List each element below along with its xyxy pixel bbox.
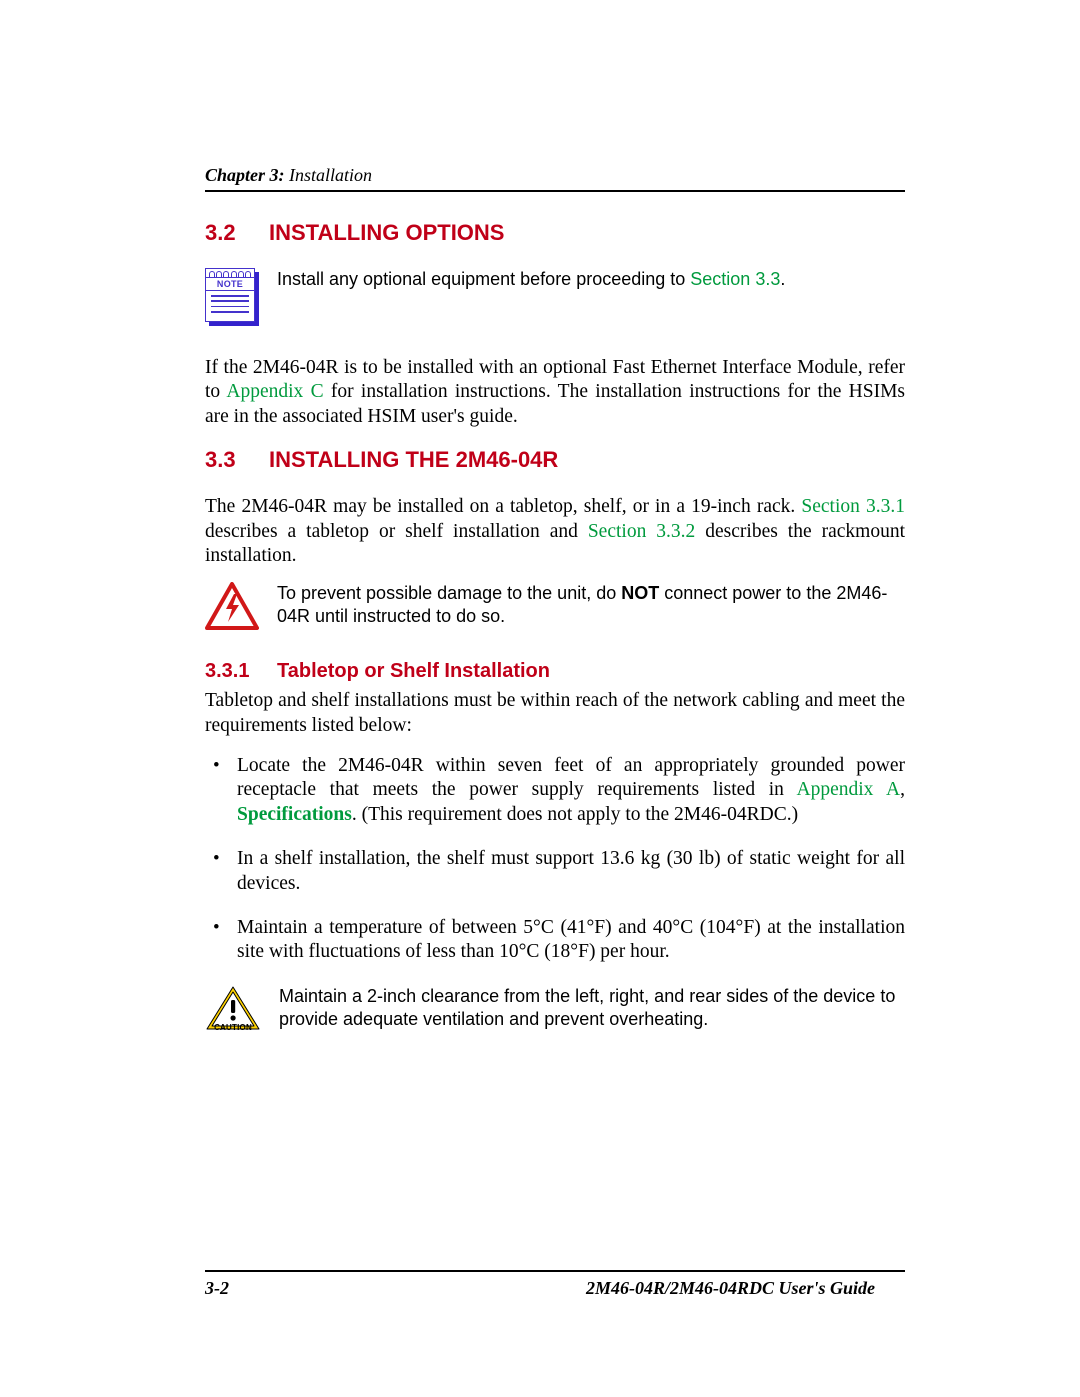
guide-title: 2M46-04R/2M46-04RDC User's Guide <box>586 1278 875 1299</box>
heading-3-2: 3.2INSTALLING OPTIONS <box>205 220 905 246</box>
running-head: Chapter 3: Installation <box>205 165 905 192</box>
note-icon: NOTE <box>205 268 259 326</box>
para-install-options: The 2M46-04R may be installed on a table… <box>205 495 905 568</box>
list-item: Maintain a temperature of between 5°C (4… <box>205 916 905 965</box>
sectitle-3-2: INSTALLING OPTIONS <box>269 220 504 245</box>
page-number: 3-2 <box>205 1278 229 1299</box>
link-appendix-a[interactable]: Appendix A <box>797 779 901 800</box>
sectitle-3-3-1: Tabletop or Shelf Installation <box>277 660 550 682</box>
list-item: Locate the 2M46-04R within seven feet of… <box>205 754 905 827</box>
caution-icon-label: CAUTION <box>205 1023 261 1032</box>
list-item: In a shelf installation, the shelf must … <box>205 847 905 896</box>
link-specifications[interactable]: Specifications <box>237 804 352 825</box>
chapter-title: Installation <box>285 165 373 185</box>
secnum-3-2: 3.2 <box>205 220 269 246</box>
link-section-3-3[interactable]: Section 3.3 <box>690 269 780 289</box>
chapter-label: Chapter 3: <box>205 165 285 185</box>
note-pre: Install any optional equipment before pr… <box>277 269 690 289</box>
secnum-3-3: 3.3 <box>205 447 269 473</box>
note-icon-label: NOTE <box>206 277 254 291</box>
electrical-warning-text: To prevent possible damage to the unit, … <box>277 582 905 628</box>
caution-icon: CAUTION <box>205 985 261 1037</box>
link-appendix-c[interactable]: Appendix C <box>226 381 323 402</box>
note-post: . <box>780 269 785 289</box>
secnum-3-3-1: 3.3.1 <box>205 660 277 683</box>
link-section-3-3-1[interactable]: Section 3.3.1 <box>801 496 905 517</box>
heading-3-3-1: 3.3.1Tabletop or Shelf Installation <box>205 660 905 683</box>
electrical-warning-callout: To prevent possible damage to the unit, … <box>205 582 905 630</box>
caution-text: Maintain a 2-inch clearance from the lef… <box>279 985 905 1031</box>
caution-callout: CAUTION Maintain a 2-inch clearance from… <box>205 985 905 1037</box>
warning-bold: NOT <box>621 583 659 603</box>
requirements-list: Locate the 2M46-04R within seven feet of… <box>205 754 905 965</box>
electrical-hazard-icon <box>205 582 259 630</box>
para-fei-module: If the 2M46-04R is to be installed with … <box>205 356 905 429</box>
sectitle-3-3: INSTALLING THE 2M46-04R <box>269 447 558 472</box>
running-head-text: Chapter 3: Installation <box>205 165 372 185</box>
page-content: Chapter 3: Installation 3.2INSTALLING OP… <box>0 0 1080 1097</box>
heading-3-3: 3.3INSTALLING THE 2M46-04R <box>205 447 905 473</box>
note-callout: NOTE Install any optional equipment befo… <box>205 268 905 326</box>
page-footer: 3-2 2M46-04R/2M46-04RDC User's Guide <box>205 1270 905 1299</box>
note-text: Install any optional equipment before pr… <box>277 268 905 291</box>
link-section-3-3-2[interactable]: Section 3.3.2 <box>588 521 695 542</box>
para-tabletop-intro: Tabletop and shelf installations must be… <box>205 689 905 738</box>
